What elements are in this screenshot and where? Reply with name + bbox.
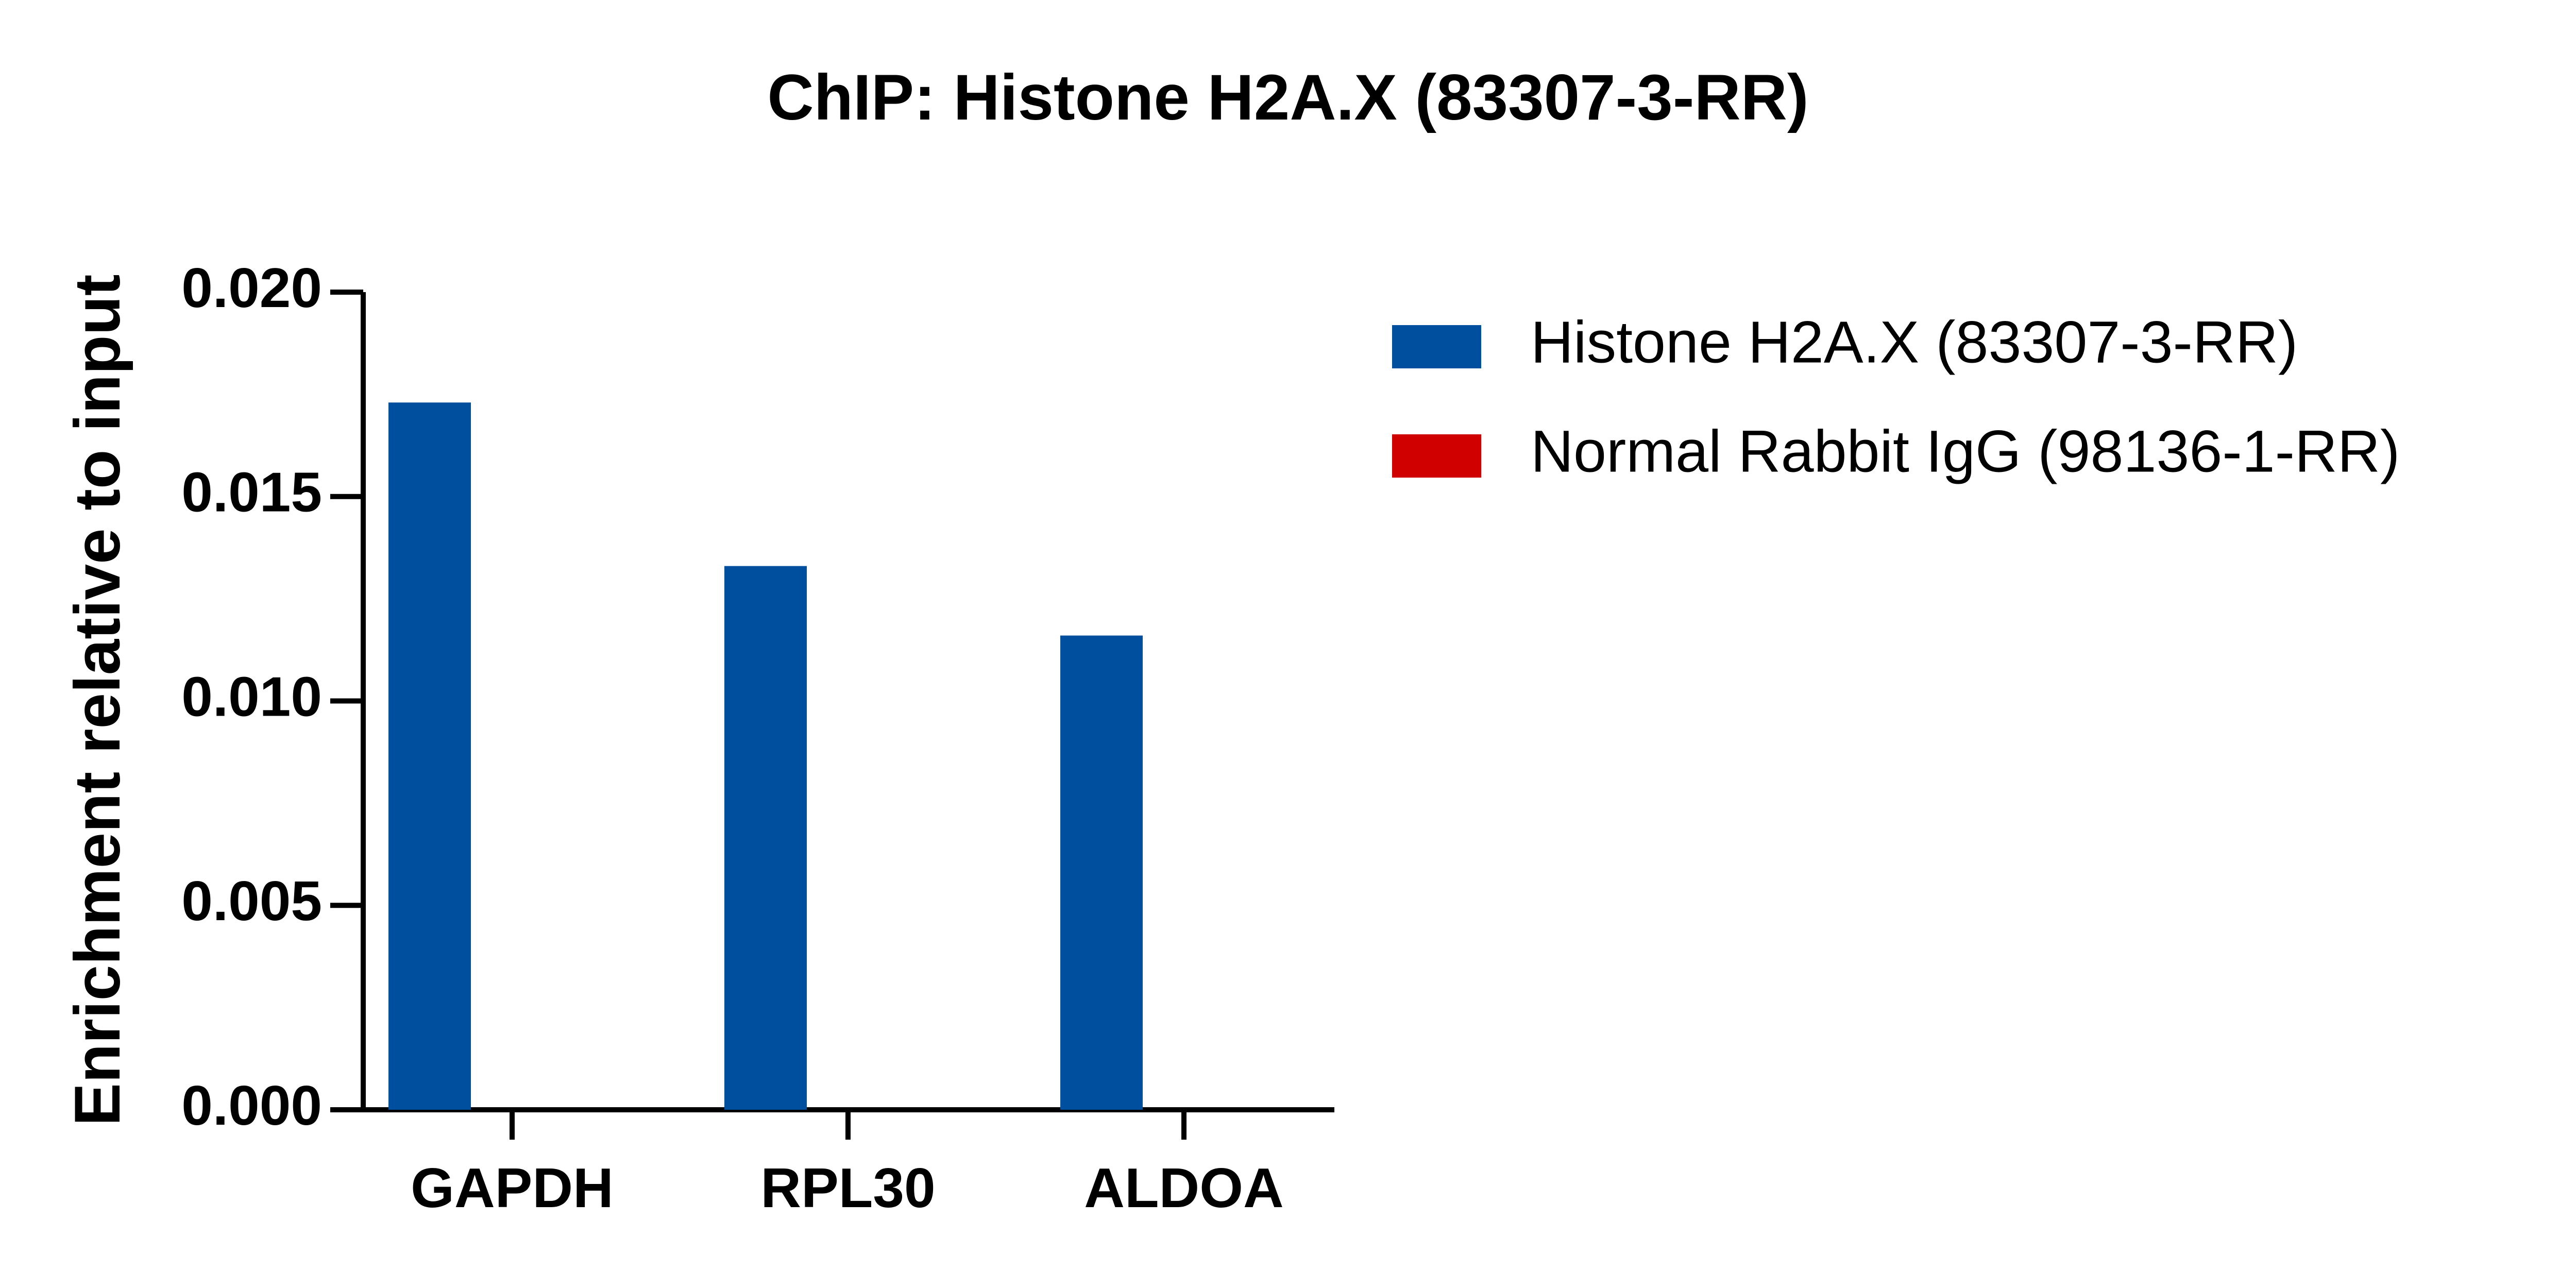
x-tick-label: ALDOA: [1084, 1157, 1284, 1220]
y-tick-label: 0.020: [181, 257, 322, 319]
legend-label: Normal Rabbit IgG (98136-1-RR): [1531, 418, 2400, 484]
y-tick-label: 0.010: [181, 665, 322, 728]
bar: [1060, 635, 1143, 1110]
y-tick-label: 0.015: [181, 461, 322, 524]
chart-title: ChIP: Histone H2A.X (83307-3-RR): [767, 62, 1808, 133]
x-tick-label: GAPDH: [411, 1157, 614, 1220]
x-tick-label: RPL30: [760, 1157, 935, 1220]
legend-swatch: [1392, 434, 1481, 478]
bar: [388, 402, 471, 1110]
y-axis-title: Enrichment relative to input: [62, 274, 133, 1126]
legend-label: Histone H2A.X (83307-3-RR): [1531, 309, 2298, 375]
legend-swatch: [1392, 325, 1481, 368]
y-tick-label: 0.000: [181, 1074, 322, 1137]
bar: [724, 566, 807, 1110]
y-tick-label: 0.005: [181, 870, 322, 933]
